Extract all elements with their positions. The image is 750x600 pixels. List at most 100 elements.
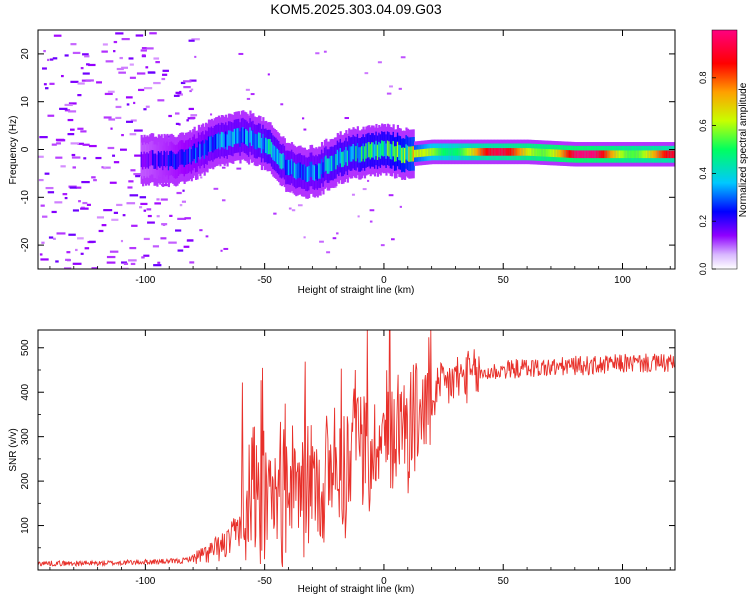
noise-speckle <box>122 214 126 217</box>
noise-speckle <box>78 200 81 203</box>
noise-speckle <box>71 156 81 159</box>
ridge-cell <box>259 132 262 149</box>
ridge-cell <box>369 144 372 160</box>
ridge-cell <box>587 150 590 159</box>
ridge-cell <box>192 145 195 162</box>
noise-speckle <box>178 123 181 126</box>
ridge-cell <box>256 133 259 150</box>
ridge-cell <box>349 146 352 162</box>
ridge-cell <box>229 130 232 146</box>
ridge-cell <box>436 148 440 156</box>
ridge-cell <box>549 149 553 157</box>
noise-speckle <box>77 142 84 145</box>
ridge-cell <box>270 142 274 158</box>
noise-speckle <box>108 118 116 121</box>
ridge-cell <box>491 148 494 156</box>
ridge-cell <box>160 151 163 167</box>
noise-speckle <box>112 154 116 157</box>
ridge-cell <box>279 153 282 169</box>
ridge-cell <box>511 148 514 156</box>
ridge-cell <box>458 148 461 156</box>
ridge-cell <box>381 140 384 156</box>
noise-speckle <box>194 55 197 58</box>
ridge-cell <box>515 148 518 156</box>
ridge-cell <box>670 150 673 159</box>
noise-speckle <box>303 236 306 239</box>
noise-speckle <box>364 72 369 75</box>
ridge-cell <box>166 150 169 167</box>
ridge-cell <box>345 146 348 163</box>
noise-speckle <box>389 85 393 88</box>
ridge-cell <box>612 150 616 159</box>
ridge-cell <box>412 146 415 162</box>
noise-speckle <box>68 233 76 236</box>
noise-speckle <box>39 136 48 139</box>
ridge-cell <box>431 148 434 156</box>
ridge-cell <box>618 150 621 159</box>
ridge-cell <box>197 141 201 157</box>
colorbar-tick-label: 0.2 <box>698 215 708 228</box>
noise-speckle <box>186 239 194 242</box>
noise-speckle <box>188 39 195 42</box>
noise-speckle <box>55 138 65 141</box>
ridge-cell <box>498 148 501 156</box>
ridge-cell <box>479 148 483 156</box>
ridge-cell <box>159 152 162 168</box>
noise-speckle <box>51 143 57 146</box>
ridge-cell <box>263 137 266 154</box>
ridge-cell <box>289 160 292 176</box>
noise-speckle <box>128 259 137 262</box>
noise-speckle <box>303 128 307 131</box>
x-tick-label: 50 <box>498 275 510 286</box>
ridge-cell <box>143 151 146 167</box>
noise-speckle <box>115 32 124 35</box>
noise-speckle <box>40 204 45 207</box>
ridge-cell <box>495 148 498 156</box>
noise-speckle <box>238 52 244 55</box>
ridge-cell <box>184 149 188 165</box>
snr-y-axis-label: SNR (v/v) <box>8 428 19 471</box>
ridge-cell <box>302 164 305 180</box>
ridge-cell <box>402 147 405 163</box>
noise-speckle <box>40 258 49 261</box>
noise-speckle <box>362 188 367 191</box>
noise-speckle <box>190 114 198 117</box>
noise-speckle <box>344 117 349 120</box>
noise-speckle <box>101 224 107 227</box>
noise-speckle <box>160 198 168 201</box>
ridge-cell <box>424 148 427 157</box>
noise-speckle <box>69 186 77 189</box>
ridge-cell <box>507 148 510 156</box>
noise-speckle <box>55 156 63 159</box>
noise-speckle <box>113 161 120 164</box>
ridge-cell <box>654 150 657 159</box>
ridge-cell <box>253 133 256 149</box>
noise-speckle <box>103 166 107 170</box>
noise-speckle <box>146 47 154 50</box>
noise-speckle <box>77 127 84 130</box>
ridge-cell <box>267 138 271 155</box>
noise-speckle <box>67 133 75 136</box>
ridge-cell <box>658 150 661 159</box>
noise-speckle <box>47 114 55 117</box>
noise-speckle <box>145 66 149 69</box>
noise-speckle <box>153 264 162 267</box>
noise-speckle <box>43 83 47 86</box>
ridge-cell <box>401 147 404 164</box>
ridge-cell <box>157 151 160 167</box>
ridge-cell <box>353 145 357 161</box>
noise-speckle <box>129 133 137 136</box>
noise-speckle <box>72 209 79 212</box>
ridge-cell <box>601 150 604 159</box>
ridge-cell <box>567 150 570 158</box>
ridge-cell <box>461 148 464 156</box>
noise-speckle <box>44 172 50 175</box>
noise-speckle <box>121 133 124 137</box>
ridge-cell <box>655 150 659 159</box>
ridge-cell <box>446 148 450 156</box>
noise-speckle <box>186 119 189 122</box>
noise-speckle <box>68 102 77 105</box>
ridge-cell <box>366 142 369 158</box>
ridge-cell <box>286 159 289 175</box>
